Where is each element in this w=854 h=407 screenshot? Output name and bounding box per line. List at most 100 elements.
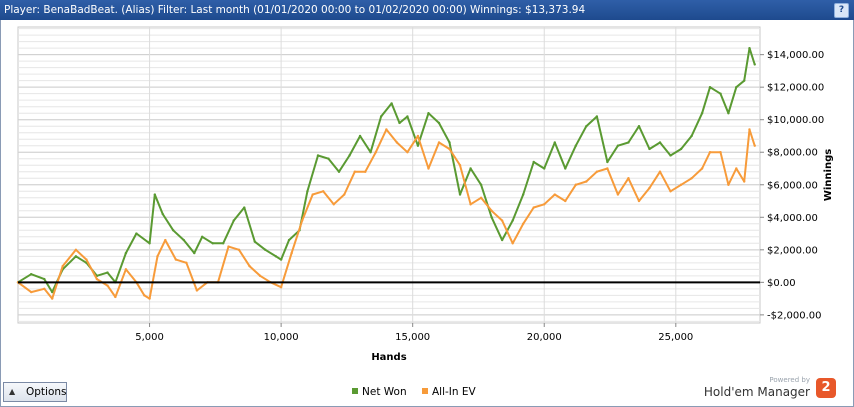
data-point — [648, 186, 651, 190]
data-point — [290, 251, 293, 255]
data-point — [479, 196, 483, 199]
data-point — [74, 248, 78, 252]
data-point — [700, 111, 704, 115]
data-point — [719, 92, 722, 95]
data-point — [627, 141, 630, 144]
data-point — [448, 147, 451, 151]
legend-item-all-in-ev: All-In EV — [421, 386, 476, 398]
data-point — [748, 128, 751, 131]
data-point — [479, 183, 483, 186]
data-point — [274, 255, 278, 258]
data-point — [390, 102, 393, 105]
data-point — [595, 115, 599, 118]
data-point — [532, 160, 535, 164]
data-point — [595, 170, 599, 173]
data-point — [29, 273, 33, 276]
y-tick-label: $8,000.00 — [767, 148, 818, 159]
data-point — [500, 219, 504, 222]
y-tick-label: $14,000.00 — [767, 50, 824, 61]
data-point — [658, 141, 662, 144]
y-tick-label: -$2,000.00 — [767, 310, 822, 321]
data-point — [753, 144, 756, 147]
data-point — [327, 157, 330, 160]
data-point — [585, 125, 588, 128]
data-point — [406, 115, 409, 118]
data-point — [606, 160, 609, 164]
data-point — [543, 203, 546, 206]
y-tick-label: $2,000.00 — [767, 245, 818, 256]
x-tick-label: 25,000 — [658, 332, 693, 343]
y-tick-label: $4,000.00 — [767, 213, 818, 224]
data-point — [95, 277, 99, 281]
data-point — [211, 242, 214, 245]
powered-by-text: Powered by — [769, 376, 810, 384]
data-point — [616, 193, 620, 196]
data-point — [195, 289, 199, 292]
data-point — [143, 294, 146, 297]
data-point — [332, 203, 335, 206]
data-point — [690, 134, 693, 138]
plot-area — [17, 26, 761, 324]
data-point — [669, 190, 672, 193]
data-point — [437, 121, 441, 125]
data-point — [469, 167, 472, 170]
data-point — [679, 183, 683, 186]
legend-swatch-net-won — [352, 388, 358, 394]
data-point — [369, 151, 372, 154]
data-point — [416, 134, 420, 138]
data-point — [521, 193, 525, 196]
data-point — [458, 193, 462, 196]
help-button[interactable]: ? — [834, 3, 849, 18]
data-point — [379, 115, 383, 118]
data-point — [553, 193, 556, 196]
y-tick-label: $0.00 — [767, 278, 796, 289]
data-point — [521, 222, 525, 225]
y-axis-title: Winnings — [823, 149, 834, 201]
data-point — [743, 180, 746, 183]
data-point — [172, 229, 175, 232]
data-point — [227, 245, 230, 248]
data-point — [232, 219, 235, 222]
data-point — [148, 297, 151, 300]
data-point — [358, 134, 362, 138]
data-point — [200, 235, 204, 239]
data-point — [279, 258, 283, 261]
data-point — [690, 177, 693, 180]
data-point — [708, 151, 712, 154]
x-tick-label: 15,000 — [395, 332, 430, 343]
data-point — [735, 85, 738, 89]
data-point — [156, 255, 159, 258]
data-point — [248, 264, 251, 268]
data-point — [61, 264, 64, 268]
legend-swatch-all-in-ev — [421, 388, 428, 394]
data-point — [637, 125, 641, 128]
data-point — [153, 193, 157, 196]
data-point — [114, 295, 117, 299]
x-tick-label: 5,000 — [135, 332, 164, 343]
data-point — [287, 238, 291, 242]
data-point — [253, 240, 257, 243]
data-point — [124, 268, 128, 271]
grid-lines — [18, 27, 760, 323]
data-point — [124, 251, 128, 255]
window-title-bar: Player: BenaBadBeat. (Alias) Filter: Las… — [0, 0, 854, 20]
data-point — [469, 203, 472, 206]
data-point — [416, 144, 420, 147]
data-point — [161, 212, 164, 216]
chart-legend: Net Won All-In EV — [352, 386, 488, 398]
data-point — [679, 147, 683, 151]
data-point — [74, 255, 78, 258]
data-point — [237, 248, 241, 252]
y-tick-label: $10,000.00 — [767, 115, 824, 126]
data-point — [398, 121, 401, 125]
data-point — [106, 271, 109, 274]
data-point — [564, 199, 567, 203]
data-point — [627, 177, 630, 180]
data-point — [427, 111, 430, 115]
data-point — [574, 183, 578, 186]
data-point — [106, 284, 109, 287]
y-tick-label: $12,000.00 — [767, 83, 824, 94]
data-point — [185, 261, 188, 265]
options-button[interactable]: ▲ Options — [3, 382, 67, 402]
data-point — [511, 242, 514, 245]
